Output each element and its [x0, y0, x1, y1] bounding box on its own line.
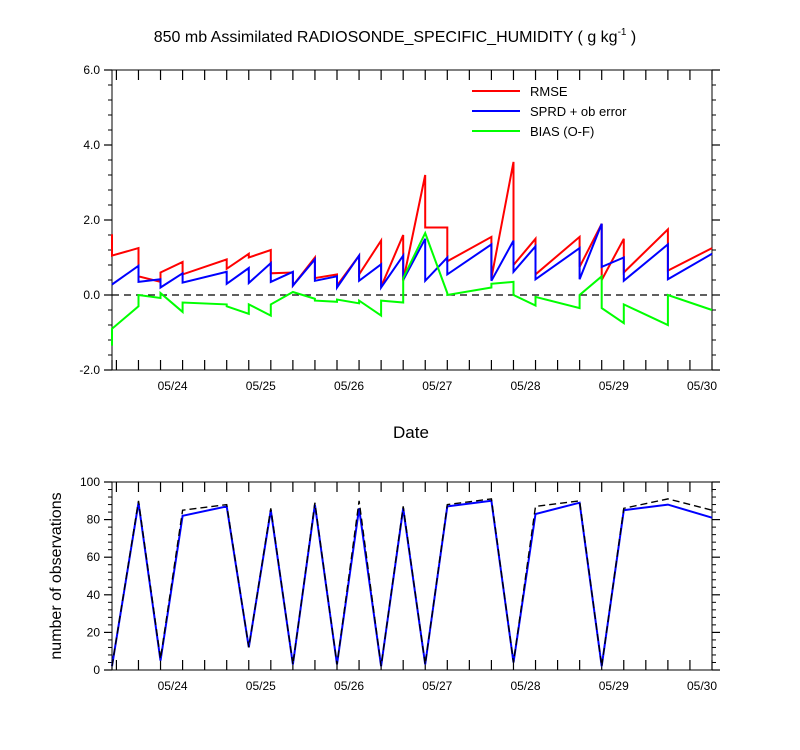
top-x-tick-label: 05/30: [687, 379, 717, 393]
bottom-y-tick-label: 80: [87, 513, 101, 527]
bottom-x-tick-label: 05/25: [246, 679, 276, 693]
top-x-tick-label: 05/25: [246, 379, 276, 393]
bottom-y-tick-label: 100: [80, 475, 100, 489]
bottom-plot-frame: [111, 481, 713, 671]
bottom-x-tick-label: 05/24: [158, 679, 188, 693]
top-x-tick-label: 05/26: [334, 379, 364, 393]
bottom-panel: 05/24 05/25 05/26 05/27 05/28 05/29 05/30 0 20 40…: [80, 475, 720, 693]
bottom-y-tick-label: 0: [93, 663, 100, 677]
top-x-tick-label: 05/24: [158, 379, 188, 393]
top-series-line-sprd-ob-error: [111, 223, 713, 291]
legend-label: RMSE: [530, 84, 568, 99]
top-y-tick-label: 2.0: [83, 213, 100, 227]
top-x-tick-label: 05/27: [422, 379, 452, 393]
top-x-tick-label: 05/28: [511, 379, 541, 393]
bottom-x-tick-label: 05/26: [334, 679, 364, 693]
bottom-series-line-assimilated-observations: [111, 499, 713, 667]
top-y-tick-label: 6.0: [83, 63, 100, 77]
bottom-series-line-possible-observations: [111, 498, 713, 667]
bottom-x-tick-label: 05/27: [422, 679, 452, 693]
legend-label: BIAS (O-F): [530, 124, 594, 139]
bottom-y-axis-label: number of observations: [48, 492, 65, 659]
top-y-tick-label: -2.0: [79, 363, 100, 377]
bottom-y-tick-label: 40: [87, 588, 101, 602]
top-series-line-rmse: [111, 161, 713, 289]
bottom-y-tick-label: 60: [87, 550, 101, 564]
bottom-y-tick-label: 20: [87, 625, 101, 639]
top-x-axis-label: Date: [393, 423, 429, 442]
top-panel: 05/24 05/25 05/26 05/27 05/28 05/29 05/30 -2.0 0…: [79, 63, 720, 393]
top-series-line-bias-o-f: [111, 230, 713, 346]
top-y-tick-label: 0.0: [83, 288, 100, 302]
top-y-tick-label: 4.0: [83, 138, 100, 152]
chart-title: 850 mb Assimilated RADIOSONDE_SPECIFIC_H…: [154, 27, 637, 46]
bottom-x-tick-label: 05/28: [511, 679, 541, 693]
bottom-x-tick-label: 05/30: [687, 679, 717, 693]
top-x-tick-label: 05/29: [599, 379, 629, 393]
title-units-superscript: -1: [618, 27, 627, 38]
legend-label: SPRD + ob error: [530, 104, 627, 119]
bottom-x-tick-label: 05/29: [599, 679, 629, 693]
